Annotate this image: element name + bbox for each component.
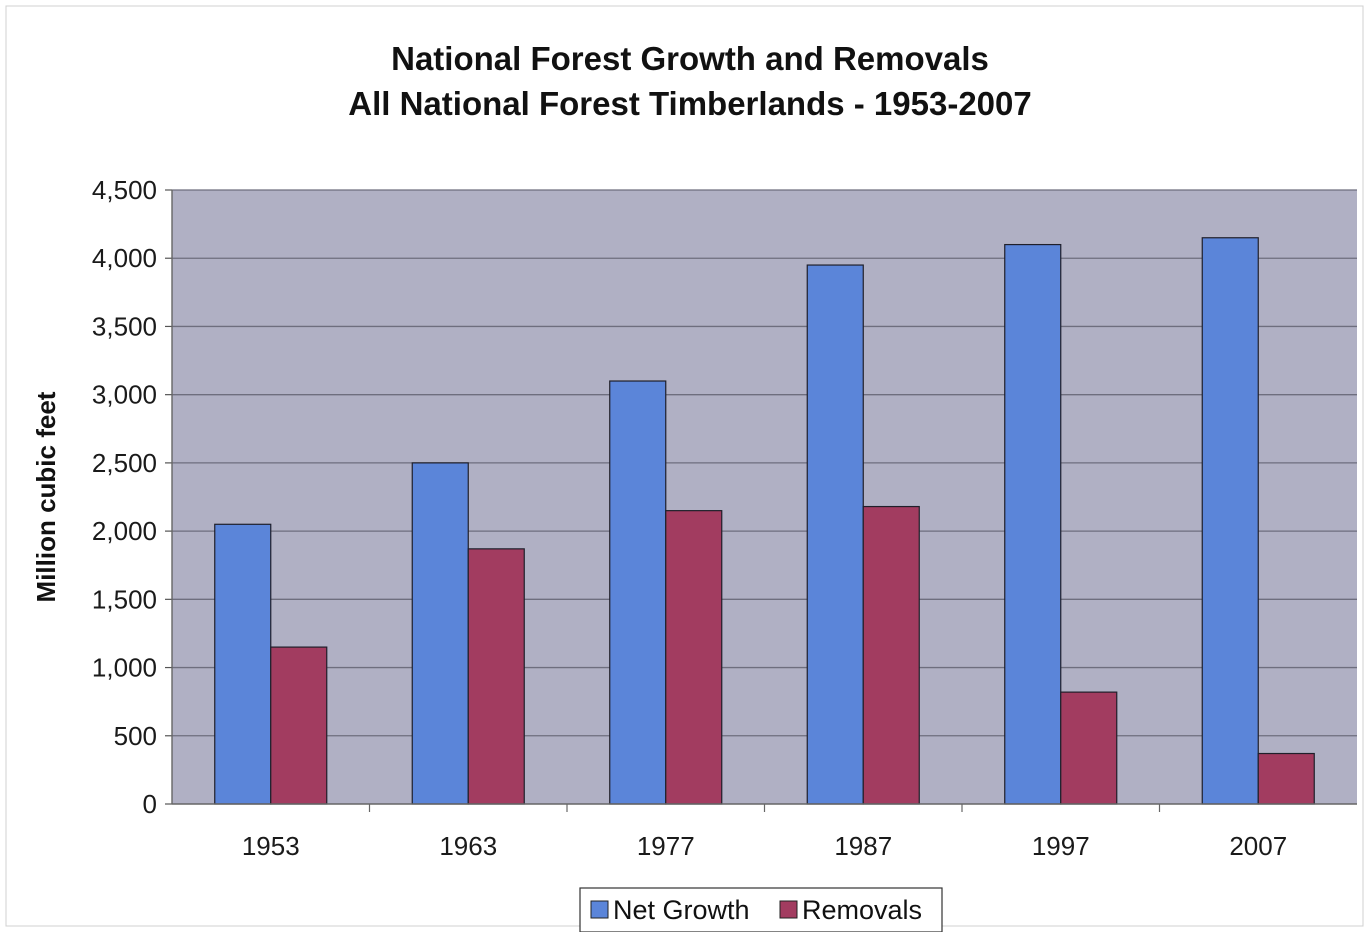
x-tick-label: 1997	[1032, 831, 1090, 861]
axis-layer: 0 500 1,000 1,500 2,000 2,500 3,000 3,500 4,000 4…	[92, 175, 1357, 861]
bar-net-growth-2007	[1201, 237, 1259, 805]
bar-removals-1977	[665, 510, 723, 805]
bar-net-growth-1987	[806, 264, 864, 805]
y-tick-label: 0	[143, 789, 157, 819]
legend-label-net-growth: Net Growth	[613, 895, 750, 925]
legend-swatch-removals	[779, 900, 798, 919]
legend-label-removals: Removals	[802, 895, 922, 925]
x-tick-label: 1977	[637, 831, 695, 861]
y-axis-title: Million cubic feet	[31, 391, 61, 602]
y-tick-label: 2,500	[92, 448, 157, 478]
y-tick-label: 1,000	[92, 653, 157, 683]
bar-net-growth-1977	[609, 380, 667, 805]
x-tick-label: 2007	[1229, 831, 1287, 861]
x-tick-label: 1963	[439, 831, 497, 861]
y-tick-label: 500	[114, 721, 157, 751]
plot-area	[172, 190, 1357, 804]
bar-removals-1997	[1060, 691, 1118, 805]
bar-removals-2007	[1257, 752, 1315, 805]
bar-net-growth-1997	[1004, 243, 1062, 805]
x-tick-label: 1953	[242, 831, 300, 861]
bars-layer	[214, 237, 1315, 805]
y-tick-label: 4,500	[92, 175, 157, 205]
bar-removals-1963	[467, 548, 525, 805]
bar-removals-1987	[862, 505, 920, 805]
bar-net-growth-1963	[411, 462, 469, 805]
y-tick-label: 2,000	[92, 516, 157, 546]
y-tick-label: 4,000	[92, 243, 157, 273]
y-tick-label: 3,500	[92, 311, 157, 341]
x-tick-label: 1987	[834, 831, 892, 861]
grid-layer	[172, 189, 1357, 737]
y-tick-label: 1,500	[92, 584, 157, 614]
chart-title: National Forest Growth and Removals	[391, 40, 989, 77]
bar-removals-1953	[270, 646, 328, 805]
legend: Net Growth Removals	[579, 887, 943, 932]
legend-swatch-net-growth	[590, 900, 609, 919]
bar-net-growth-1953	[214, 523, 272, 805]
legend-box	[579, 887, 943, 932]
y-tick-label: 3,000	[92, 380, 157, 410]
chart-subtitle: All National Forest Timberlands - 1953-2…	[348, 85, 1031, 122]
